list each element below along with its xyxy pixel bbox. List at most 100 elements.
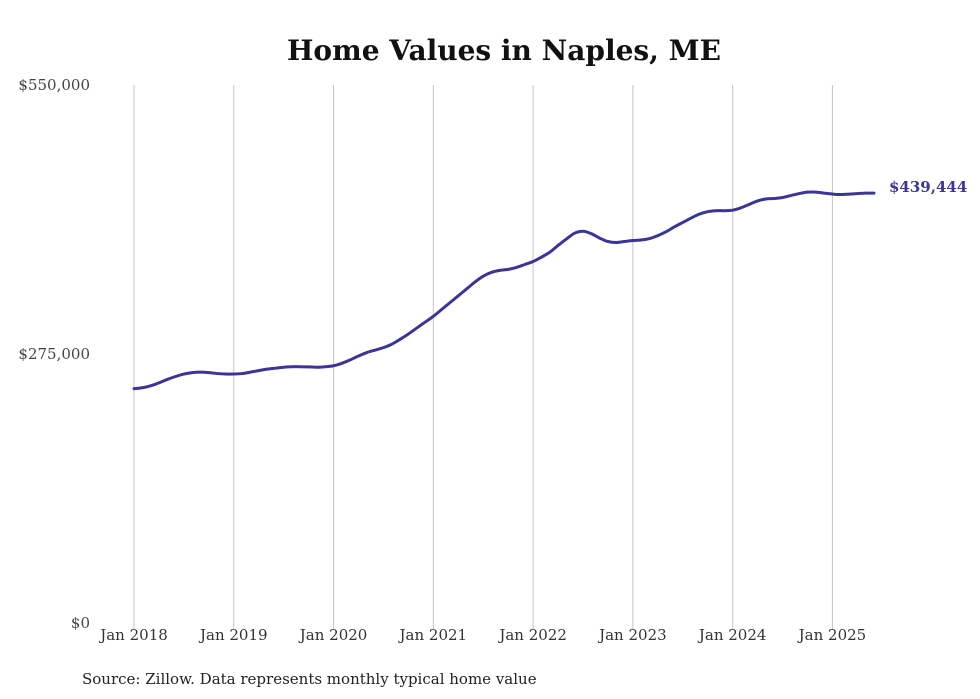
data-point-2021-07: [482, 275, 485, 278]
data-point-2023-07: [681, 221, 684, 224]
data-point-2022-11: [615, 241, 618, 244]
x-tick-label: Jan 2022: [497, 626, 567, 644]
data-point-2022-09: [598, 237, 601, 240]
data-point-2025-02: [839, 193, 842, 196]
data-point-2021-04: [457, 294, 460, 297]
data-point-2021-08: [490, 271, 493, 274]
y-tick-label: $275,000: [18, 345, 90, 363]
y-tick-label: $550,000: [18, 76, 90, 94]
data-point-2018-12: [224, 373, 227, 376]
data-point-2024-11: [814, 191, 817, 194]
data-point-2022-06: [573, 232, 576, 235]
data-point-2024-09: [798, 192, 801, 195]
data-point-2019-11: [315, 366, 318, 369]
data-point-2022-02: [540, 256, 543, 259]
data-point-2018-04: [157, 381, 160, 384]
data-point-2023-06: [673, 225, 676, 228]
data-point-2020-11: [415, 327, 418, 330]
series-layer: $439,444: [132, 178, 967, 391]
end-value-label: $439,444: [889, 178, 967, 196]
data-point-2023-02: [640, 239, 643, 242]
x-tick-label: Jan 2024: [697, 626, 767, 644]
data-point-2022-12: [623, 240, 626, 243]
data-point-2020-04: [357, 354, 360, 357]
data-point-2023-04: [656, 234, 659, 237]
data-point-2022-10: [606, 240, 609, 243]
data-point-2021-01: [432, 315, 435, 318]
x-axis-ticks: Jan 2018 Jan 2019 Jan 2020 Jan 2021 Jan 2022…: [98, 626, 866, 644]
data-point-2018-06: [174, 375, 177, 378]
data-point-2024-12: [823, 192, 826, 195]
data-point-2024-06: [773, 197, 776, 200]
data-point-2021-06: [473, 281, 476, 284]
data-point-2024-01: [731, 209, 734, 212]
x-tick-label: Jan 2023: [597, 626, 667, 644]
data-point-2019-12: [324, 365, 327, 368]
data-point-2020-01: [332, 364, 335, 367]
data-point-2018-03: [149, 384, 152, 387]
chart-title: Home Values in Naples, ME: [287, 34, 721, 67]
data-point-2020-05: [365, 351, 368, 354]
data-point-2019-07: [282, 366, 285, 369]
series-line: [132, 190, 876, 391]
data-point-2023-05: [665, 230, 668, 233]
x-tick-label: Jan 2020: [298, 626, 368, 644]
source-note: Source: Zillow. Data represents monthly …: [82, 670, 537, 688]
data-point-2019-08: [290, 365, 293, 368]
data-point-2023-01: [631, 239, 634, 242]
data-point-2019-06: [274, 367, 277, 370]
data-point-2021-09: [498, 269, 501, 272]
data-point-2023-12: [723, 209, 726, 212]
data-point-2018-10: [207, 371, 210, 374]
data-point-2018-02: [141, 386, 144, 389]
data-point-2021-03: [448, 301, 451, 304]
data-point-2023-09: [698, 213, 701, 216]
data-point-2021-10: [507, 268, 510, 271]
x-tick-label: Jan 2025: [797, 626, 867, 644]
data-point-2020-02: [340, 362, 343, 365]
data-point-2020-12: [424, 321, 427, 324]
data-point-2018-01: [133, 387, 136, 390]
x-tick-label: Jan 2019: [198, 626, 268, 644]
data-point-2022-01: [532, 260, 535, 263]
data-point-2018-11: [216, 372, 219, 375]
data-point-2019-10: [307, 365, 310, 368]
data-point-2024-05: [764, 197, 767, 200]
data-point-2025-01: [831, 193, 834, 196]
data-point-2025-06: [873, 192, 876, 195]
data-point-2019-09: [299, 365, 302, 368]
data-point-2022-08: [590, 232, 593, 235]
data-point-2023-08: [690, 217, 693, 220]
data-point-2019-02: [241, 372, 244, 375]
data-point-2022-07: [581, 230, 584, 233]
data-point-2025-05: [864, 192, 867, 195]
data-point-2020-10: [407, 332, 410, 335]
data-point-2021-05: [465, 287, 468, 290]
data-point-2025-03: [848, 193, 851, 196]
data-point-2024-07: [781, 196, 784, 199]
data-point-2019-01: [232, 373, 235, 376]
data-point-2021-12: [523, 263, 526, 266]
data-point-2020-03: [349, 358, 352, 361]
data-point-2020-09: [399, 338, 402, 341]
gridlines: [133, 85, 833, 629]
data-point-2020-06: [374, 349, 377, 352]
data-point-2024-04: [756, 199, 759, 202]
data-point-2024-03: [748, 203, 751, 206]
data-point-2021-02: [440, 308, 443, 311]
data-point-2019-03: [249, 371, 252, 374]
data-point-2018-05: [166, 378, 169, 381]
data-point-2022-04: [557, 244, 560, 247]
data-point-2018-09: [199, 371, 202, 374]
data-point-2021-11: [515, 266, 518, 269]
data-point-2023-03: [648, 237, 651, 240]
x-tick-label: Jan 2021: [398, 626, 468, 644]
data-point-2023-10: [706, 210, 709, 213]
data-point-2025-04: [856, 192, 859, 195]
data-point-2024-10: [806, 191, 809, 194]
data-point-2019-04: [257, 369, 260, 372]
data-point-2020-08: [390, 343, 393, 346]
data-point-2020-07: [382, 346, 385, 349]
x-tick-label: Jan 2018: [98, 626, 168, 644]
